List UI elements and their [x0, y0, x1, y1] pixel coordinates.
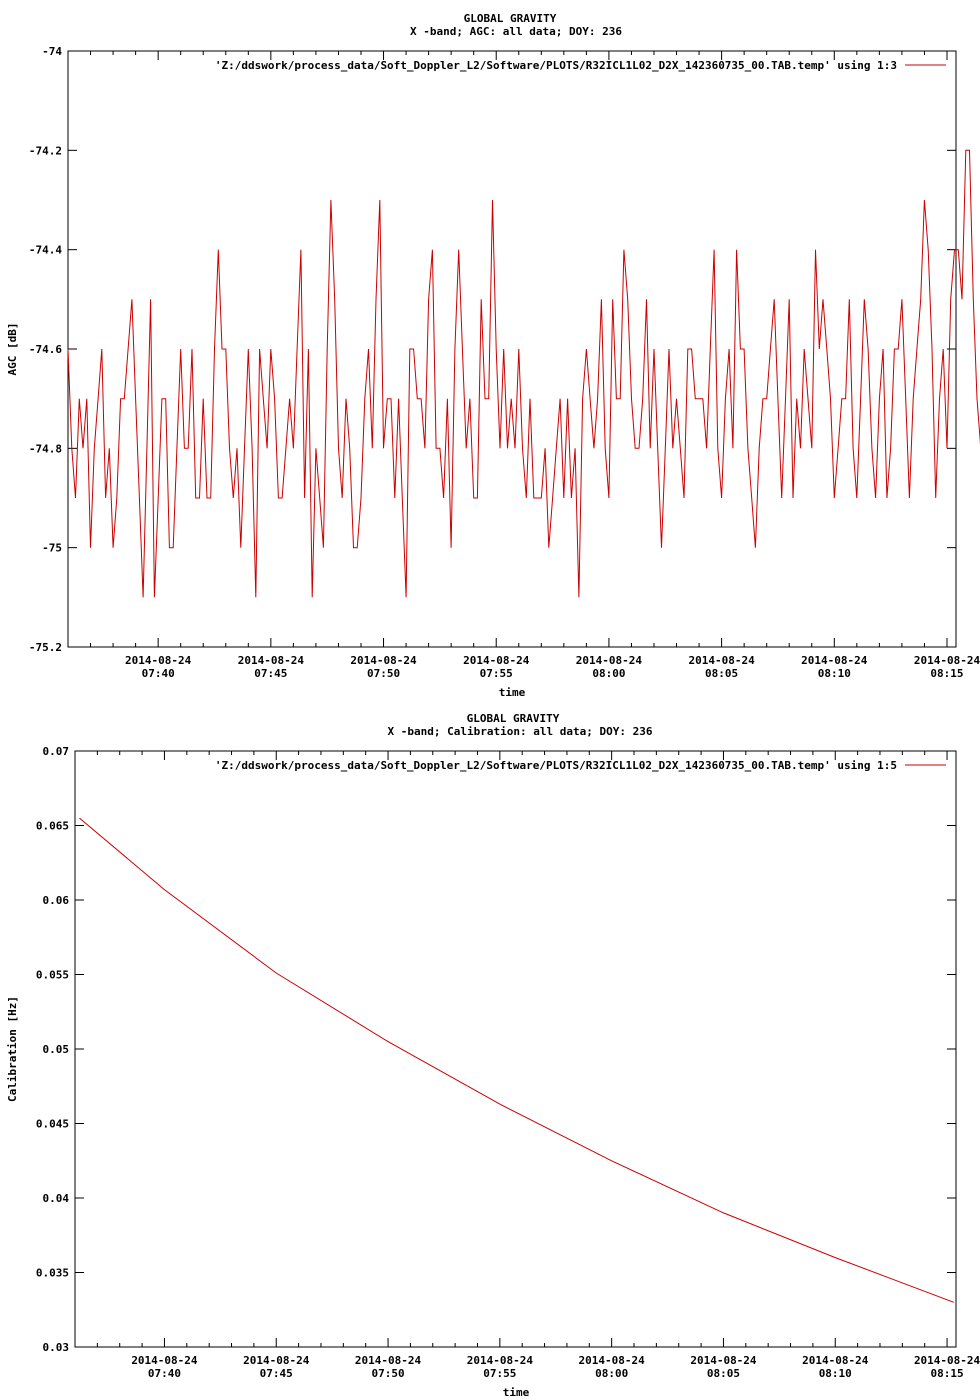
y-tick-label: 0.055 [36, 969, 69, 982]
legend-label: 'Z:/ddswork/process_data/Soft_Doppler_L2… [215, 759, 897, 772]
x-axis-label: time [503, 1386, 530, 1399]
x-tick-time: 07:40 [142, 667, 175, 680]
chart-subtitle: X -band; Calibration: all data; DOY: 236 [388, 725, 653, 738]
plot-frame [74, 750, 957, 1348]
x-tick-date: 2014-08-24 [350, 654, 417, 667]
y-tick-label: -74.6 [29, 343, 62, 356]
y-tick-label: -74.2 [29, 144, 62, 157]
series-group [67, 149, 980, 598]
y-ticks: -74 -74.2 -74.4 -74.6 -74.8 -75 -75.2 [29, 45, 956, 654]
series-group [79, 817, 954, 1303]
x-tick-date: 2014-08-24 [238, 654, 305, 667]
x-tick-time: 08:15 [930, 667, 963, 680]
series-line [67, 149, 980, 598]
y-tick-label: -75 [42, 542, 62, 555]
x-tick-date: 2014-08-24 [125, 654, 192, 667]
y-tick-label: 0.04 [43, 1192, 70, 1205]
y-tick-label: -74 [42, 45, 62, 58]
x-tick-time: 07:50 [371, 1367, 404, 1380]
y-tick-label: -74.4 [29, 244, 62, 257]
x-tick-time: 08:05 [707, 1367, 740, 1380]
x-tick-time: 07:50 [367, 667, 400, 680]
x-tick-date: 2014-08-24 [463, 654, 530, 667]
x-axis-label: time [499, 686, 526, 699]
x-tick-time: 07:45 [260, 1367, 293, 1380]
chart-title: GLOBAL GRAVITY [464, 12, 557, 25]
chart-title: GLOBAL GRAVITY [467, 712, 560, 725]
x-ticks: 2014-08-2407:402014-08-2407:452014-08-24… [67, 51, 980, 680]
x-tick-date: 2014-08-24 [131, 1354, 198, 1367]
series-line [79, 817, 954, 1303]
x-ticks: 2014-08-2407:402014-08-2407:452014-08-24… [74, 751, 980, 1380]
y-tick-label: 0.035 [36, 1267, 69, 1280]
x-tick-time: 08:15 [930, 1367, 963, 1380]
x-tick-time: 08:00 [592, 667, 625, 680]
chart-subtitle: X -band; AGC: all data; DOY: 236 [410, 25, 622, 38]
x-tick-time: 07:45 [254, 667, 287, 680]
calibration-chart: GLOBAL GRAVITY X -band; Calibration: all… [6, 712, 980, 1399]
x-tick-date: 2014-08-24 [914, 654, 980, 667]
agc-chart: GLOBAL GRAVITY X -band; AGC: all data; D… [6, 12, 980, 699]
y-tick-label: 0.03 [43, 1341, 70, 1354]
y-tick-label: 0.07 [43, 745, 70, 758]
y-axis-label: AGC [dB] [6, 323, 19, 376]
x-tick-date: 2014-08-24 [579, 1354, 646, 1367]
x-tick-time: 08:00 [595, 1367, 628, 1380]
y-tick-label: -74.8 [29, 442, 62, 455]
x-tick-date: 2014-08-24 [801, 654, 868, 667]
y-ticks: 0.07 0.065 0.06 0.055 0.05 0.045 0.04 0.035 0.03 [36, 745, 956, 1354]
x-tick-date: 2014-08-24 [467, 1354, 534, 1367]
x-tick-time: 07:55 [480, 667, 513, 680]
x-tick-date: 2014-08-24 [802, 1354, 869, 1367]
legend-label: 'Z:/ddswork/process_data/Soft_Doppler_L2… [215, 59, 897, 72]
x-tick-date: 2014-08-24 [576, 654, 643, 667]
y-tick-label: 0.045 [36, 1118, 69, 1131]
x-tick-date: 2014-08-24 [355, 1354, 422, 1367]
x-tick-date: 2014-08-24 [914, 1354, 980, 1367]
y-tick-label: 0.065 [36, 820, 69, 833]
y-tick-label: 0.05 [43, 1043, 70, 1056]
x-tick-time: 07:40 [148, 1367, 181, 1380]
x-tick-date: 2014-08-24 [243, 1354, 310, 1367]
x-tick-time: 08:10 [818, 667, 851, 680]
x-tick-time: 08:10 [819, 1367, 852, 1380]
x-tick-time: 08:05 [705, 667, 738, 680]
y-tick-label: 0.06 [43, 894, 70, 907]
plot-frame [67, 50, 957, 648]
x-tick-date: 2014-08-24 [690, 1354, 757, 1367]
y-tick-label: -75.2 [29, 641, 62, 654]
x-tick-time: 07:55 [483, 1367, 516, 1380]
y-axis-label: Calibration [Hz] [6, 996, 19, 1102]
x-tick-date: 2014-08-24 [688, 654, 755, 667]
